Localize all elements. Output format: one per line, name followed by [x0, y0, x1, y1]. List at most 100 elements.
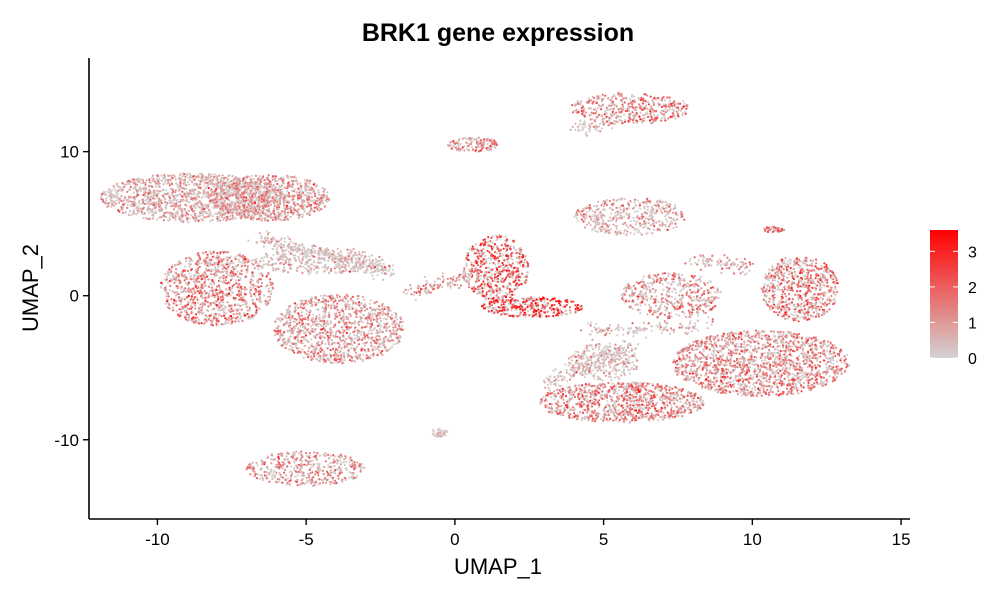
- cell-point: [239, 217, 242, 220]
- cell-point: [287, 261, 290, 264]
- cell-point: [220, 315, 223, 318]
- cell-point: [205, 320, 208, 323]
- cell-point: [186, 269, 189, 272]
- cell-point: [212, 200, 215, 204]
- cell-point: [284, 259, 287, 262]
- cell-point: [159, 209, 162, 213]
- cell-point: [268, 480, 271, 483]
- cell-point: [118, 198, 121, 201]
- cell-point: [224, 319, 228, 323]
- cell-point: [289, 477, 293, 480]
- cell-point: [110, 200, 113, 203]
- cell-point: [211, 268, 214, 272]
- cell-point: [169, 284, 172, 288]
- cell-point: [190, 268, 193, 272]
- cell-point: [216, 175, 219, 178]
- cell-point: [234, 265, 237, 268]
- cell-point: [270, 192, 273, 195]
- cell-point: [340, 266, 343, 269]
- cell-point: [188, 265, 191, 268]
- cell-point: [278, 471, 281, 474]
- cell-point: [297, 312, 300, 315]
- cell-point: [289, 479, 292, 482]
- cell-point: [340, 356, 343, 359]
- cell-point: [313, 192, 317, 195]
- cell-point: [178, 188, 181, 191]
- cell-point: [152, 178, 155, 181]
- cell-point: [240, 285, 243, 288]
- cell-point: [169, 277, 172, 281]
- cell-point: [236, 304, 240, 307]
- cell-point: [246, 187, 249, 191]
- cell-point: [243, 289, 246, 292]
- cell-point: [385, 329, 388, 332]
- cell-point: [182, 269, 185, 272]
- cell-point: [277, 463, 280, 466]
- cell-point: [281, 249, 284, 252]
- cell-point: [396, 336, 400, 339]
- cell-point: [256, 211, 260, 214]
- cell-point: [203, 203, 207, 206]
- cell-point: [262, 479, 265, 482]
- cell-point: [278, 203, 281, 206]
- cell-point: [217, 314, 220, 317]
- cell-point: [221, 263, 224, 266]
- cell-point: [111, 203, 114, 206]
- cell-point: [274, 178, 277, 181]
- cell-point: [329, 307, 332, 310]
- cell-point: [358, 315, 361, 318]
- cell-point: [276, 217, 279, 220]
- cell-point: [275, 186, 278, 189]
- cell-point: [329, 354, 332, 357]
- cell-point: [240, 273, 243, 276]
- cell-point: [349, 298, 352, 301]
- cell-point: [312, 323, 315, 326]
- cell-point: [301, 215, 304, 218]
- cell-point: [398, 324, 401, 327]
- cell-point: [308, 191, 311, 195]
- cell-point: [122, 183, 125, 186]
- cell-point: [259, 290, 262, 294]
- cell-point: [161, 179, 164, 182]
- cell-point: [363, 332, 366, 335]
- cell-point: [289, 344, 293, 348]
- cell-point: [148, 196, 151, 199]
- cell-point: [169, 268, 172, 271]
- cell-point: [132, 210, 135, 213]
- cell-point: [175, 263, 178, 266]
- cell-point: [357, 294, 360, 298]
- cell-point: [216, 199, 219, 202]
- cell-point: [260, 281, 264, 285]
- cell-point: [309, 209, 312, 212]
- cell-point: [222, 275, 225, 278]
- cell-point: [358, 323, 361, 327]
- cell-point: [223, 181, 226, 185]
- cell-point: [332, 471, 335, 474]
- cell-point: [221, 267, 224, 270]
- cell-point: [271, 199, 274, 202]
- cell-point: [263, 213, 266, 216]
- cell-point: [301, 205, 304, 208]
- cell-point: [203, 178, 206, 181]
- cell-point: [338, 314, 341, 317]
- cell-point: [375, 342, 378, 345]
- cell-point: [266, 284, 269, 287]
- cell-point: [301, 348, 304, 351]
- cell-point: [300, 195, 303, 198]
- cell-point: [177, 215, 181, 218]
- cell-point: [179, 178, 182, 181]
- cell-point: [167, 174, 170, 177]
- cell-point: [350, 249, 353, 252]
- cell-point: [165, 295, 168, 298]
- cell-point: [381, 258, 384, 261]
- cell-point: [214, 212, 217, 215]
- cell-point: [252, 177, 255, 181]
- cell-point: [292, 320, 295, 323]
- cell-point: [254, 294, 257, 297]
- cell-point: [205, 275, 208, 278]
- cell-point: [368, 315, 371, 318]
- cell-point: [227, 203, 230, 206]
- cell-point: [260, 210, 263, 213]
- cell-point: [362, 342, 365, 345]
- cell-point: [333, 464, 336, 467]
